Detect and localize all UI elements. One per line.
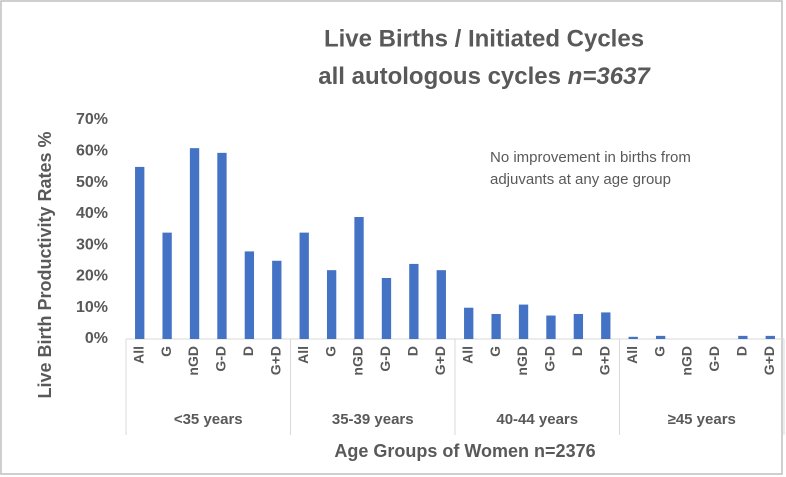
x-tick-label: D <box>405 346 421 356</box>
bar <box>518 304 529 339</box>
subtitle-emphasis: n=3637 <box>568 63 652 90</box>
bar <box>189 148 200 339</box>
y-tick-label: 20% <box>76 268 108 285</box>
bar <box>409 263 419 339</box>
chart-title: Live Births / Initiated Cycles <box>324 25 644 52</box>
group-label: 40-44 years <box>496 411 578 428</box>
bar <box>765 335 775 339</box>
y-tick-label: 40% <box>76 205 108 222</box>
x-tick-label: D <box>569 346 585 356</box>
bar <box>628 336 638 339</box>
bar <box>573 313 584 339</box>
x-tick-label: nGD <box>679 346 695 376</box>
bar <box>546 315 556 339</box>
subtitle-text: all autologous cycles <box>318 63 561 90</box>
y-tick-label: 50% <box>76 174 108 191</box>
bar <box>135 166 145 339</box>
x-axis-label: Age Groups of Women n=2376 <box>334 441 595 461</box>
bar <box>299 232 309 339</box>
x-tick-label: All <box>624 346 640 364</box>
bar <box>436 270 446 339</box>
x-tick-label: All <box>459 346 475 364</box>
y-tick-label: 10% <box>76 299 108 316</box>
bar <box>244 251 255 339</box>
x-tick-label: D <box>240 346 256 356</box>
y-tick-label: 30% <box>76 236 108 253</box>
x-tick-label: nGD <box>514 346 530 376</box>
x-tick-label: G-D <box>542 346 558 372</box>
x-tick-label: G+D <box>761 346 777 375</box>
x-tick-label: G-D <box>377 346 393 372</box>
x-tick-label: G-D <box>706 346 722 372</box>
group-label: 35-39 years <box>332 411 414 428</box>
bar <box>601 312 611 339</box>
annotation: adjuvants at any age group <box>490 171 671 188</box>
bar <box>655 335 666 339</box>
bar <box>464 307 474 339</box>
bar <box>326 270 337 339</box>
y-tick-label: 0% <box>85 330 108 347</box>
x-tick-label: nGD <box>350 346 366 376</box>
x-tick-label: G <box>651 346 667 357</box>
bar <box>381 277 392 339</box>
y-tick-label: 70% <box>76 111 108 128</box>
bar <box>491 313 501 339</box>
group-label: <35 years <box>174 411 243 428</box>
x-tick-label: All <box>295 346 311 364</box>
y-tick-label: 60% <box>76 143 108 160</box>
x-tick-label: nGD <box>185 346 201 376</box>
x-tick-label: G <box>487 346 503 357</box>
bar <box>354 216 364 339</box>
y-axis-label: Live Birth Productivity Rates % <box>35 131 55 398</box>
bar <box>217 152 227 339</box>
x-tick-label: G-D <box>213 346 229 372</box>
annotation: No improvement in births from <box>490 149 691 166</box>
x-tick-label: G+D <box>267 346 283 375</box>
bar <box>738 335 748 339</box>
bar <box>162 232 172 339</box>
chart-subtitle: all autologous cycles n=3637 <box>318 63 651 90</box>
x-tick-label: G+D <box>596 346 612 375</box>
x-tick-label: D <box>734 346 750 356</box>
x-tick-label: G+D <box>432 346 448 375</box>
x-tick-label: All <box>130 346 146 364</box>
bar <box>272 260 282 339</box>
group-label: ≥45 years <box>668 411 736 428</box>
x-tick-label: G <box>158 346 174 357</box>
x-tick-label: G <box>322 346 338 357</box>
